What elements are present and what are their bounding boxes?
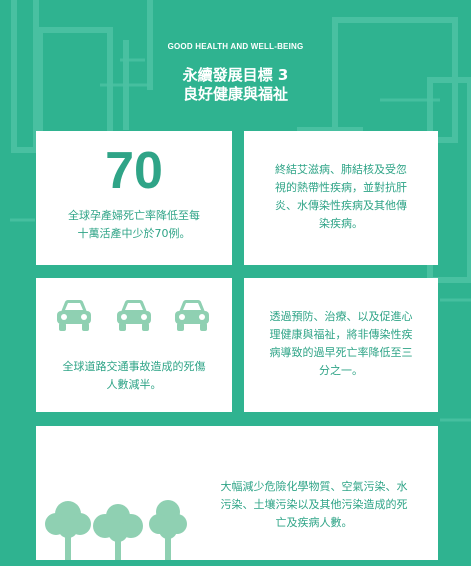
car-icon xyxy=(117,300,151,331)
title-line-1: 永續發展目標 3 xyxy=(182,66,289,84)
maternal-mortality-card: 70 全球孕產婦死亡率降低至每 十萬活產中少於70例。 xyxy=(36,131,232,265)
tree-icon xyxy=(45,501,91,560)
text-line: 炎、水傳染性疾病及其他傳 xyxy=(275,199,407,212)
epidemics-text: 終結艾滋病、肺結核及受忽 視的熱帶性疾病，並對抗肝 炎、水傳染性疾病及其他傳 染… xyxy=(244,161,438,233)
ncd-text: 透過預防、治療、以及促進心 理健康與福祉，將非傳染性疾 病導致的過早死亡率降低至… xyxy=(244,308,438,380)
maternal-mortality-number: 70 xyxy=(105,142,163,200)
text-line: 終結艾滋病、肺結核及受忽 xyxy=(275,163,407,176)
ncd-card: 透過預防、治療、以及促進心 理健康與福祉，將非傳染性疾 病導致的過早死亡率降低至… xyxy=(244,278,438,412)
road-traffic-text: 全球道路交通事故造成的死傷 人數減半。 xyxy=(36,358,232,394)
pollution-card: 大幅減少危險化學物質、空氣污染、水 污染、土壤污染以及其他污染造成的死 亡及疾病… xyxy=(36,426,438,560)
text-line: 透過預防、治療、以及促進心 xyxy=(269,310,413,323)
english-title: GOOD HEALTH AND WELL-BEING xyxy=(167,42,304,51)
tree-icon xyxy=(149,500,187,560)
road-traffic-card: 全球道路交通事故造成的死傷 人數減半。 xyxy=(36,278,232,412)
text-line: 病導致的過早死亡率降低至三 xyxy=(269,346,413,359)
text-line: 大幅減少危險化學物質、空氣污染、水 xyxy=(220,480,408,493)
text-line: 理健康與福祉，將非傳染性疾 xyxy=(269,328,413,341)
text-line: 全球道路交通事故造成的死傷 xyxy=(62,360,206,373)
text-line: 人數減半。 xyxy=(106,378,162,391)
page-title: 永續發展目標 3 良好健康與福祉 xyxy=(0,66,471,104)
text-line: 染疾病。 xyxy=(319,217,363,230)
pollution-text: 大幅減少危險化學物質、空氣污染、水 污染、土壤污染以及其他污染造成的死 亡及疾病… xyxy=(202,478,426,532)
text-line: 亡及疾病人數。 xyxy=(275,516,353,529)
title-line-2: 良好健康與福祉 xyxy=(182,85,288,103)
maternal-mortality-text: 全球孕產婦死亡率降低至每 十萬活產中少於70例。 xyxy=(36,207,232,243)
text-line: 視的熱帶性疾病，並對抗肝 xyxy=(275,181,407,194)
text-line: 十萬活產中少於70例。 xyxy=(77,227,191,240)
tree-icon xyxy=(93,504,143,560)
car-icon xyxy=(57,300,91,331)
text-line: 全球孕產婦死亡率降低至每 xyxy=(68,209,200,222)
car-icon xyxy=(175,300,209,331)
text-line: 分之一。 xyxy=(319,364,363,377)
epidemics-card: 終結艾滋病、肺結核及受忽 視的熱帶性疾病，並對抗肝 炎、水傳染性疾病及其他傳 染… xyxy=(244,131,438,265)
text-line: 污染、土壤污染以及其他污染造成的死 xyxy=(220,498,408,511)
